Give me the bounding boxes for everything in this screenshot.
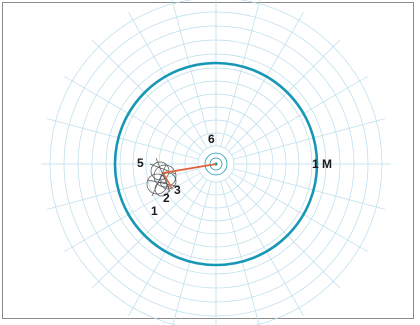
cluster-circle-b	[153, 164, 177, 188]
grid-spoke	[233, 118, 386, 160]
grid-spoke	[220, 181, 260, 325]
grid-spoke	[224, 12, 304, 149]
grid-spoke	[228, 40, 340, 152]
grid-spoke	[231, 172, 368, 252]
grid-spoke	[228, 176, 340, 288]
grid-spoke	[92, 176, 204, 288]
label-center: 6	[208, 132, 215, 146]
grid-spoke	[92, 40, 204, 152]
grid-spoke	[233, 168, 386, 210]
diagram-frame	[2, 2, 414, 319]
grid-spoke	[46, 118, 199, 160]
grid-spoke	[224, 179, 304, 316]
vector-segment-2	[162, 172, 170, 184]
label-cluster-1: 1	[151, 204, 158, 218]
label-cluster-3: 3	[174, 183, 181, 197]
cluster-tick-c	[147, 179, 177, 187]
cluster-tick-d	[151, 164, 167, 197]
cluster-tick-b	[155, 157, 171, 193]
center-inner-circle	[209, 157, 223, 171]
label-ring: 1 M	[312, 157, 332, 171]
label-cluster-2: 2	[163, 191, 170, 205]
grid-spoke	[128, 179, 208, 316]
center-outer-circle	[204, 152, 228, 176]
polar-grid-spokes	[41, 0, 391, 325]
grid-spoke	[64, 76, 201, 156]
grid-spoke	[220, 0, 261, 147]
grid-spoke	[171, 0, 212, 147]
grid-spoke	[64, 172, 201, 252]
vector-cluster	[146, 157, 177, 197]
grid-spoke	[172, 181, 212, 325]
unit-ring	[113, 61, 319, 267]
grid-spoke	[231, 76, 368, 156]
grid-spoke	[128, 12, 208, 149]
main-vector	[162, 163, 217, 174]
vector-segment-3	[168, 182, 173, 190]
label-cluster-5: 5	[137, 156, 144, 170]
